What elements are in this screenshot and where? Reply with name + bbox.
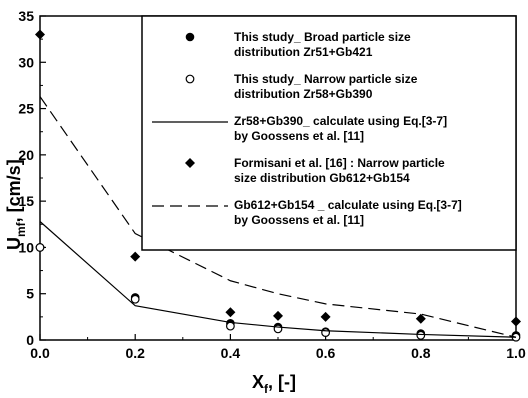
x-axis-ticks: 0.0 0.2 0.4 0.6 0.8 1.0	[30, 334, 526, 361]
y-axis-label: Umf, [cm/s]	[4, 159, 28, 250]
x-axis-label-main: X	[252, 372, 264, 392]
data-point	[273, 310, 283, 321]
x-tick-label: 0.0	[30, 345, 50, 361]
y-axis-label-sub: mf	[14, 221, 28, 237]
legend-label: This study_ Narrow particle size	[234, 72, 418, 86]
x-tick-label: 0.8	[411, 345, 431, 361]
legend-entry-2: Zr58+Gb390_ calculate using Eq.[3-7]by G…	[152, 114, 447, 143]
x-tick-label: 0.4	[221, 345, 241, 361]
legend-marker	[185, 74, 195, 84]
data-point	[225, 321, 235, 331]
y-tick-label: 5	[26, 286, 34, 302]
legend-label: size distribution Gb612+Gb154	[234, 171, 410, 185]
data-point	[35, 243, 45, 252]
series-3	[35, 29, 521, 327]
legend-label: Gb612+Gb154 _ calculate using Eq.[3-7]	[234, 198, 462, 212]
data-point	[416, 330, 426, 340]
y-axis-label-tail: , [cm/s]	[4, 159, 24, 222]
legend-label: distribution Zr58+Gb390	[234, 87, 373, 101]
data-point	[320, 311, 331, 322]
data-point	[511, 316, 521, 327]
data-point	[415, 313, 426, 324]
legend-entry-1: This study_ Narrow particle sizedistribu…	[185, 72, 418, 101]
data-point	[130, 251, 141, 262]
x-axis-label: Xf, [-]	[252, 372, 296, 396]
x-axis-label-tail: , [-]	[268, 372, 296, 392]
series-line	[39, 221, 517, 338]
y-tick-label: 20	[18, 147, 34, 163]
y-tick-label: 15	[18, 193, 34, 209]
x-tick-label: 0.6	[316, 345, 336, 361]
legend-label: This study_ Broad particle size	[234, 30, 411, 44]
x-tick-label: 0.2	[125, 345, 145, 361]
legend-box	[141, 15, 517, 251]
legend-label: Zr58+Gb390_ calculate using Eq.[3-7]	[234, 114, 447, 128]
y-tick-label: 25	[18, 101, 34, 117]
legend-label: distribution Zr51+Gb421	[234, 45, 373, 59]
series-line	[39, 96, 517, 338]
y-tick-label: 35	[18, 8, 34, 24]
x-tick-label: 1.0	[506, 345, 526, 361]
legend-marker	[185, 32, 195, 42]
series-2	[39, 221, 517, 338]
series-1	[35, 243, 521, 342]
legend-label: by Goossens et al. [11]	[234, 129, 364, 143]
legend-entry-4: Gb612+Gb154 _ calculate using Eq.[3-7]by…	[152, 198, 462, 227]
legend-label: Formisani et al. [16] : Narrow particle	[234, 156, 445, 170]
y-axis-label-main: U	[4, 237, 24, 250]
y-tick-label: 30	[18, 54, 34, 70]
legend: This study_ Broad particle sizedistribut…	[141, 15, 517, 251]
data-point	[225, 307, 236, 318]
y-tick-label: 10	[18, 239, 34, 255]
legend-items: This study_ Broad particle sizedistribut…	[152, 30, 462, 227]
series-4	[39, 96, 517, 338]
legend-entry-0: This study_ Broad particle sizedistribut…	[185, 30, 411, 59]
data-point	[35, 29, 45, 40]
y-axis-ticks: 0 5 10 15 20 25 30 35	[18, 8, 46, 348]
y-tick-label: 0	[26, 332, 34, 348]
legend-marker	[185, 158, 195, 168]
series-layer	[35, 29, 521, 342]
data-point	[130, 294, 140, 304]
legend-entry-3: Formisani et al. [16] : Narrow particles…	[185, 156, 445, 185]
legend-label: by Goossens et al. [11]	[234, 213, 364, 227]
x-axis-label-sub: f	[264, 382, 269, 396]
